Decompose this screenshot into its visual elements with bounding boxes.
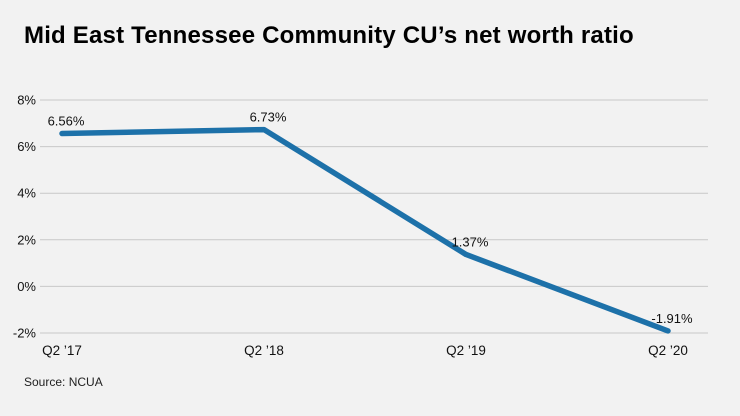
chart-title: Mid East Tennessee Community CU’s net wo… (24, 22, 634, 49)
y-axis-tick-label: -2% (13, 326, 37, 341)
data-point-label: 6.73% (250, 110, 287, 125)
data-point-label: -1.91% (651, 311, 693, 326)
x-axis-tick-label: Q2 ’19 (446, 343, 486, 358)
data-point-label: 1.37% (452, 234, 489, 249)
data-point-label: 6.56% (48, 114, 85, 129)
y-axis-tick-label: 8% (17, 93, 36, 108)
y-axis-tick-label: 6% (17, 139, 36, 154)
y-axis-tick-label: 0% (17, 279, 36, 294)
y-axis-tick-label: 4% (17, 186, 36, 201)
x-axis-tick-label: Q2 ’18 (244, 343, 284, 358)
net-worth-line (59, 126, 671, 334)
source-note: Source: NCUA (24, 375, 103, 389)
x-axis-tick-label: Q2 ’17 (42, 343, 82, 358)
x-axis-tick-label: Q2 ’20 (648, 343, 688, 358)
y-axis-tick-label: 2% (17, 232, 36, 247)
